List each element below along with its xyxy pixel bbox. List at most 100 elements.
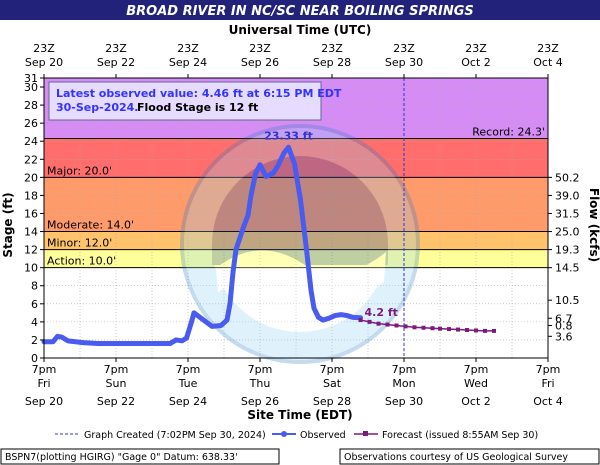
observed-point — [233, 247, 239, 252]
observed-point — [65, 338, 71, 344]
observed-point — [131, 341, 137, 346]
observed-point — [308, 288, 314, 293]
y2-tick-label: 10.5 — [555, 294, 580, 307]
forecast-point — [403, 324, 408, 329]
x-tick-label-date: Sep 20 — [25, 395, 63, 408]
y2-tick-label: 25.0 — [555, 226, 580, 239]
top-x-tick-label-time: 23Z — [537, 42, 559, 55]
x-tick-label-time: 7pm — [536, 363, 561, 376]
x-tick-label-date: Sep 30 — [385, 395, 423, 408]
y-tick-label: 18 — [24, 189, 38, 202]
y-tick-label: 8 — [31, 280, 38, 293]
x-tick-label-day: Sat — [323, 377, 342, 390]
x-tick-label-date: Oct 2 — [461, 395, 491, 408]
x-axis-title: Site Time (EDT) — [247, 408, 352, 422]
observed-point — [320, 317, 326, 323]
x-tick-label-day: Tue — [178, 377, 198, 390]
forecast-point — [394, 323, 399, 328]
x-tick-label-date: Sep 24 — [169, 395, 207, 408]
observed-point — [173, 337, 179, 343]
y-tick-label: 28 — [24, 99, 38, 112]
flood-label-action: Action: 10.0' — [47, 255, 116, 268]
observed-point — [253, 171, 258, 176]
forecast-point — [492, 328, 496, 333]
forecast-point — [376, 321, 381, 326]
x-tick-label-time: 7pm — [464, 363, 489, 376]
y-tick-label: 30 — [24, 81, 38, 94]
observed-point — [80, 340, 86, 345]
observed-point — [197, 315, 203, 320]
y-tick-label: 10 — [24, 262, 38, 275]
y-tick-label: 24 — [24, 135, 38, 148]
flood-category-labels: Action: 10.0' Minor: 12.0' Moderate: 14.0'… — [47, 126, 545, 268]
y-tick-label: 2 — [31, 334, 38, 347]
top-x-tick-label-time: 23Z — [465, 42, 487, 55]
observed-point — [224, 317, 230, 323]
observed-point — [227, 301, 233, 307]
x-tick-label-day: Fri — [37, 377, 50, 390]
x-tick-label-time: 7pm — [32, 363, 57, 376]
observed-point — [332, 313, 338, 318]
legend: Graph Created (7:02PM Sep 30, 2024) Obse… — [55, 430, 538, 441]
observed-point — [191, 310, 197, 316]
y-tick-label: 31 — [24, 72, 38, 85]
x-tick-label-time: 7pm — [248, 363, 273, 376]
y-tick-label: 16 — [24, 207, 38, 220]
latest-value-text: Latest observed value: 4.46 ft at 6:15 P… — [56, 87, 342, 100]
flood-stage-text: Flood Stage is 12 ft — [137, 101, 258, 114]
top-x-tick-label-date: Oct 2 — [461, 56, 491, 69]
observed-point — [304, 247, 309, 252]
x-tick-label-date: Oct 4 — [533, 395, 563, 408]
footer-left-info: BSPN7(plotting HGIRG) "Gage 0" Datum: 63… — [5, 452, 238, 463]
latest-date-text: 30-Sep-2024. — [56, 101, 139, 114]
y-tick-label: 4 — [31, 316, 38, 329]
x-tick-label-date: Sep 28 — [313, 395, 351, 408]
observed-point — [113, 341, 119, 346]
observed-point — [50, 339, 56, 344]
observed-point — [311, 306, 317, 311]
observed-point — [59, 335, 65, 340]
flood-label-major: Major: 20.0' — [47, 164, 112, 177]
top-x-tick-label-date: Sep 22 — [97, 56, 135, 69]
top-x-tick-label-date: Sep 20 — [25, 56, 63, 69]
latest-stage-label: 4.2 ft — [365, 306, 398, 319]
top-x-tick-label-date: Sep 28 — [313, 56, 351, 69]
y2-axis-title: Flow (kcfs) — [587, 188, 600, 262]
observed-point — [230, 269, 236, 275]
latest-value-box: Latest observed value: 4.46 ft at 6:15 P… — [48, 81, 342, 121]
observed-point — [236, 238, 242, 243]
y-tick-label: 26 — [24, 117, 38, 130]
forecast-point — [412, 325, 417, 330]
forecast-point — [483, 328, 487, 333]
y2-tick-label: 39.0 — [555, 189, 580, 202]
x-tick-label-day: Thu — [249, 377, 271, 390]
top-x-tick-label-time: 23Z — [177, 42, 199, 55]
y2-tick-label: 0.8 — [555, 319, 573, 332]
observed-point — [281, 150, 287, 156]
observed-point — [316, 315, 321, 320]
observed-point — [245, 213, 251, 218]
x-tick-label-time: 7pm — [176, 363, 201, 376]
legend-created: Graph Created (7:02PM Sep 30, 2024) — [84, 430, 266, 441]
forecast-point — [456, 327, 460, 332]
x-tick-label-day: Mon — [392, 377, 415, 390]
observed-point — [344, 313, 350, 318]
observed-point — [179, 338, 185, 344]
x-tick-label-date: Sep 22 — [97, 395, 135, 408]
observed-point — [248, 193, 254, 198]
forecast-point — [447, 327, 451, 332]
y2-tick-label: 31.5 — [555, 207, 580, 220]
top-x-tick-label-time: 23Z — [321, 42, 343, 55]
observed-point — [95, 341, 101, 346]
y-tick-label: 12 — [24, 244, 38, 257]
observed-point — [257, 162, 263, 167]
observed-point — [292, 161, 297, 167]
y2-tick-label: 50.2 — [555, 171, 580, 184]
legend-observed: Observed — [300, 430, 346, 441]
title-bar — [0, 0, 600, 20]
forecast-point — [358, 318, 363, 323]
x-tick-label-date: Sep 26 — [241, 395, 279, 408]
x-tick-label-day: Fri — [541, 377, 554, 390]
top-x-tick-label-date: Oct 4 — [533, 56, 563, 69]
forecast-point — [421, 325, 426, 330]
